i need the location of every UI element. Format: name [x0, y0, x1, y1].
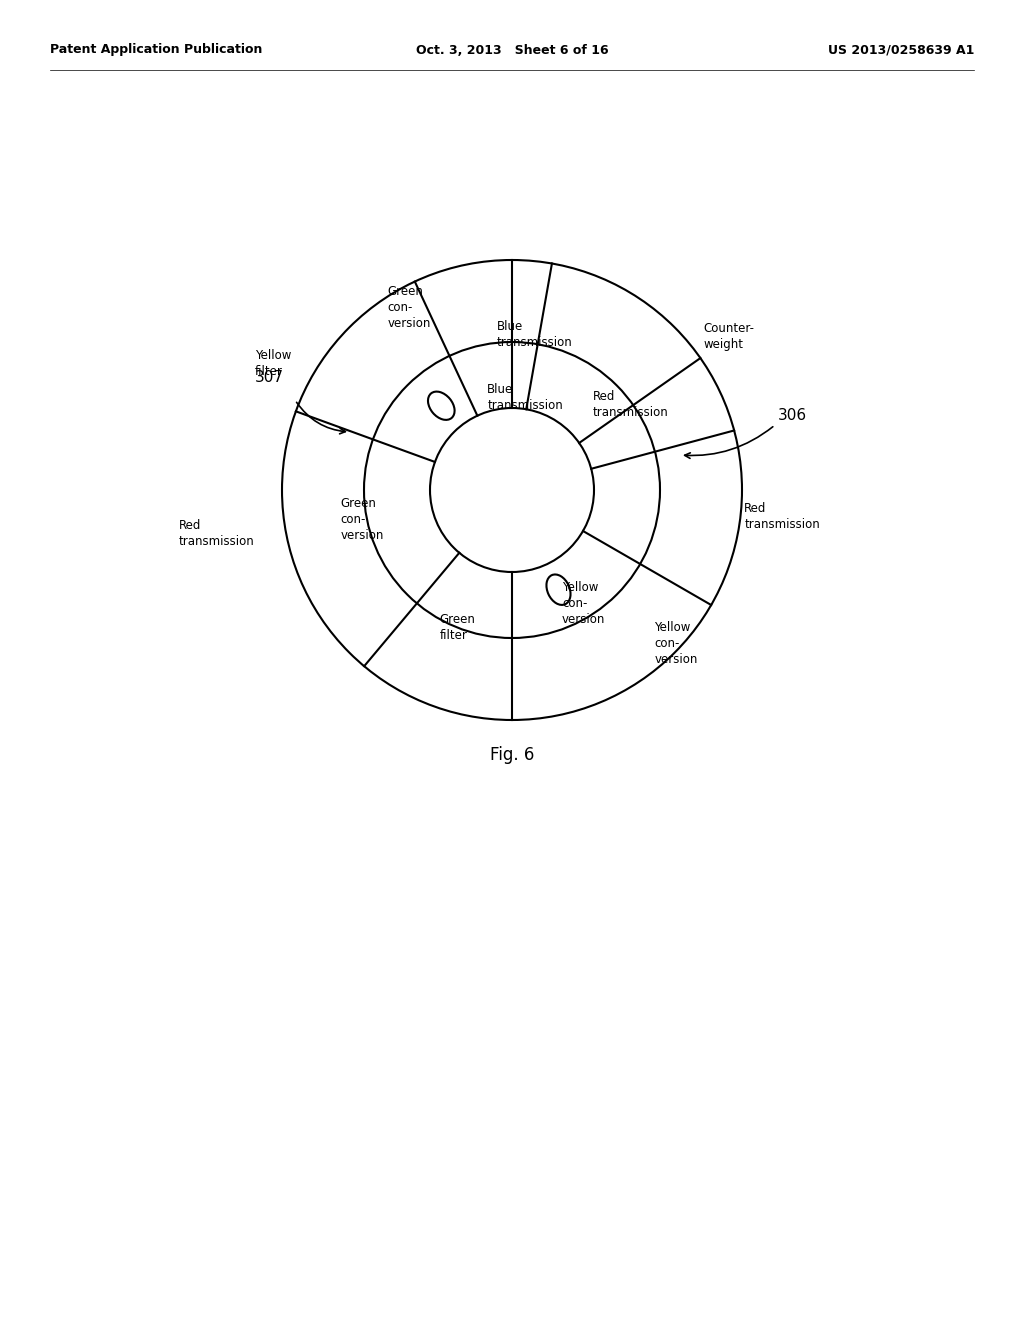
Text: Fig. 6: Fig. 6	[489, 746, 535, 764]
Text: Yellow
con-
version: Yellow con- version	[562, 581, 605, 626]
Text: Patent Application Publication: Patent Application Publication	[50, 44, 262, 57]
Text: Counter-
weight: Counter- weight	[703, 322, 755, 351]
Text: Blue
transmission: Blue transmission	[487, 383, 563, 412]
Text: Oct. 3, 2013   Sheet 6 of 16: Oct. 3, 2013 Sheet 6 of 16	[416, 44, 608, 57]
Text: Green
filter: Green filter	[439, 612, 475, 642]
Text: Green
con-
version: Green con- version	[387, 285, 431, 330]
Text: Red
transmission: Red transmission	[179, 519, 254, 548]
Text: 307: 307	[255, 371, 284, 385]
Text: Red
transmission: Red transmission	[593, 389, 669, 418]
Text: Yellow
filter: Yellow filter	[255, 348, 292, 378]
Text: Green
con-
version: Green con- version	[340, 498, 384, 543]
Text: Red
transmission: Red transmission	[744, 502, 820, 531]
Text: US 2013/0258639 A1: US 2013/0258639 A1	[827, 44, 974, 57]
Text: Blue
transmission: Blue transmission	[497, 321, 572, 350]
Text: Yellow
con-
version: Yellow con- version	[654, 622, 698, 667]
Text: 306: 306	[778, 408, 807, 422]
